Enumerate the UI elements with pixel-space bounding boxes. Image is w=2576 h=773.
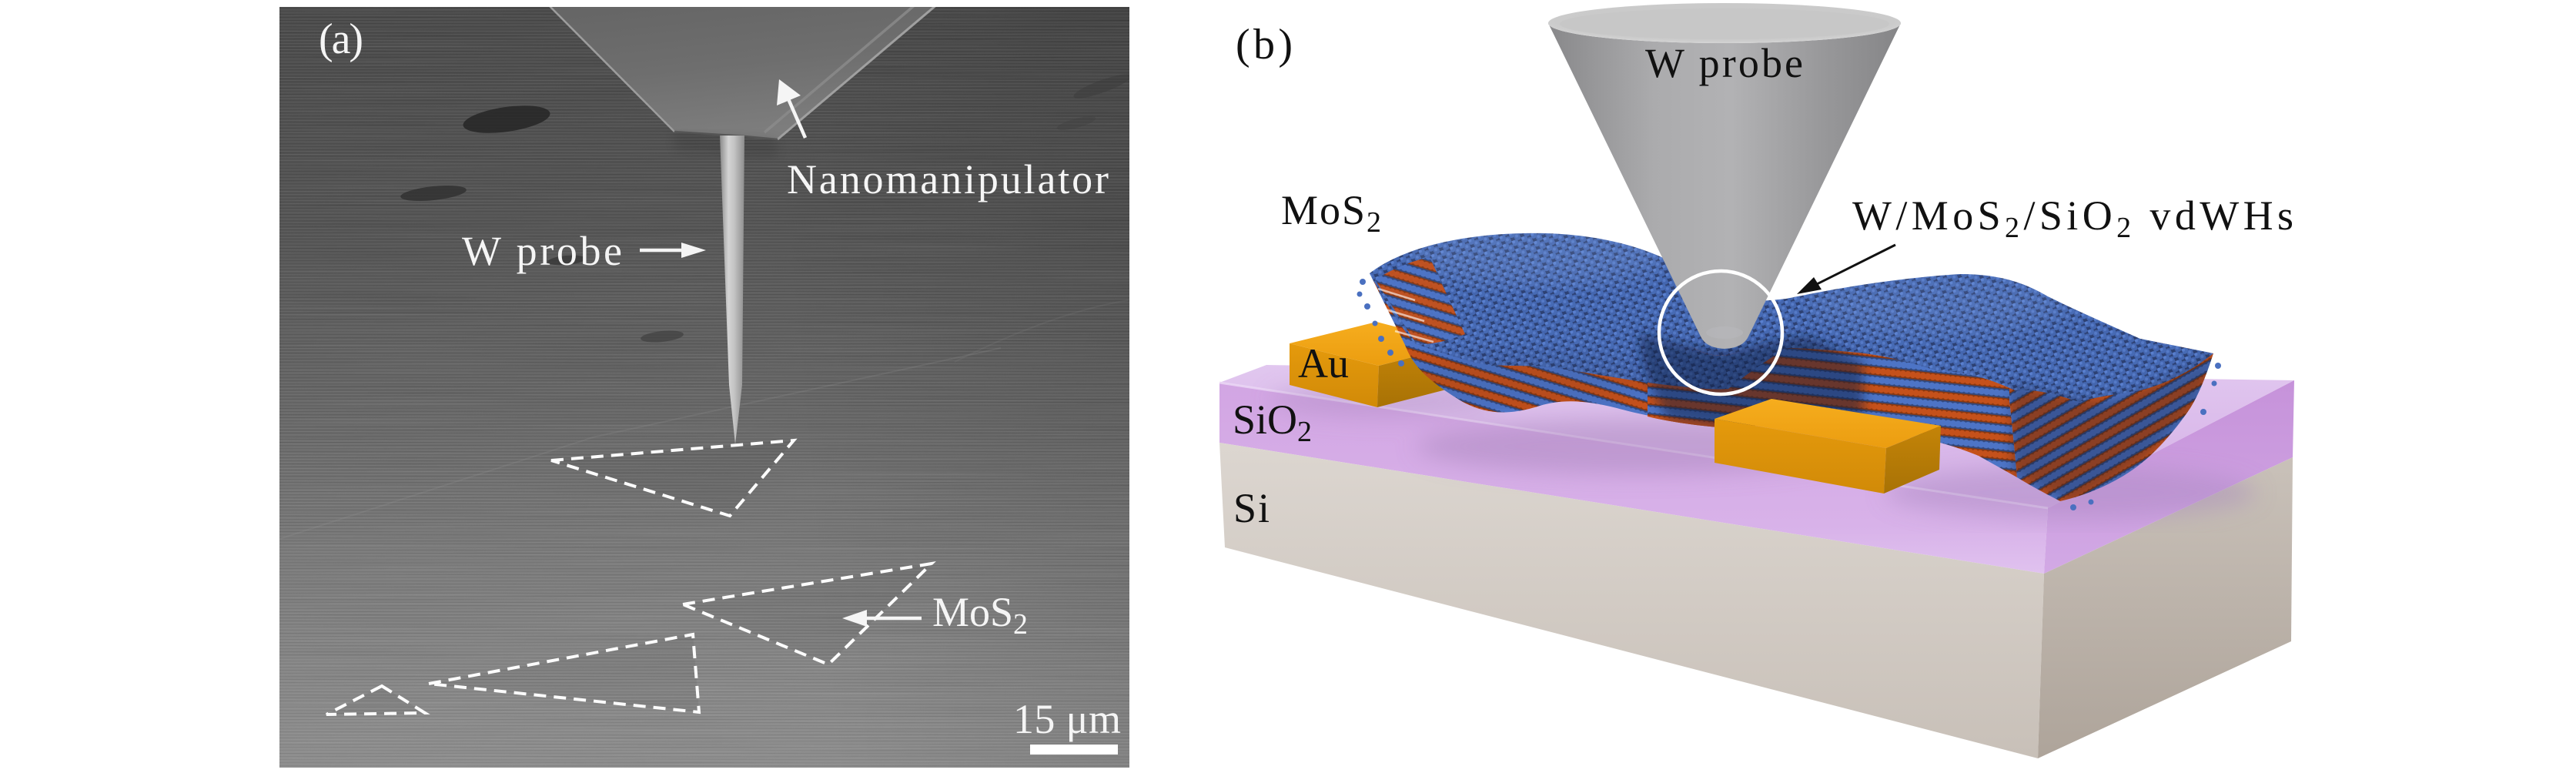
svg-text:MoS2: MoS2 xyxy=(1281,187,1381,239)
svg-text:(b): (b) xyxy=(1236,21,1293,69)
svg-text:W/MoS2/SiO2 vdWHs: W/MoS 2/SiO 2 vdWHs xyxy=(1852,192,2293,244)
svg-text:W probe: W probe xyxy=(462,228,622,274)
svg-text:Nanomanipulator: Nanomanipulator xyxy=(787,156,1109,202)
svg-text:Au: Au xyxy=(1298,340,1349,386)
svg-text:Si: Si xyxy=(1233,485,1271,531)
svg-text:MoS2: MoS2 xyxy=(932,589,1028,641)
svg-text:(a): (a) xyxy=(319,15,363,63)
svg-text:W probe: W probe xyxy=(1645,40,1803,86)
svg-text:15 μm: 15 μm xyxy=(1013,696,1121,742)
